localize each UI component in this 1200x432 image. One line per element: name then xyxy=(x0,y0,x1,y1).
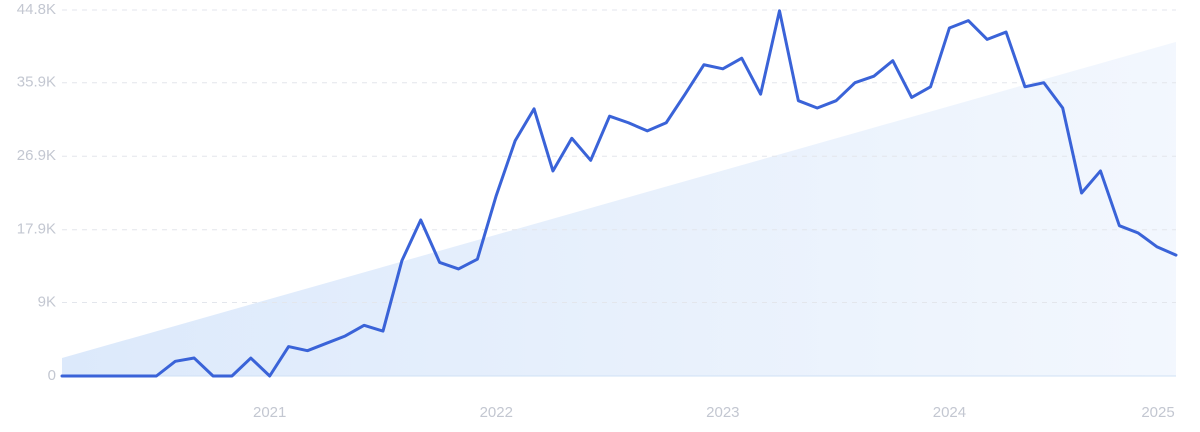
y-tick-label: 26.9K xyxy=(17,147,56,164)
x-tick-label: 2025 xyxy=(1141,404,1174,421)
y-tick-label: 17.9K xyxy=(17,221,56,238)
y-tick-label: 44.8K xyxy=(17,1,56,18)
x-tick-label: 2024 xyxy=(933,404,966,421)
series-line xyxy=(60,9,1178,378)
trend-area xyxy=(62,41,1176,377)
x-tick-label: 2022 xyxy=(480,404,513,421)
x-tick-label: 2021 xyxy=(253,404,286,421)
y-tick-label: 9K xyxy=(38,293,56,310)
x-tick-label: 2023 xyxy=(706,404,739,421)
y-tick-label: 35.9K xyxy=(17,74,56,91)
y-tick-label: 0 xyxy=(48,367,56,384)
